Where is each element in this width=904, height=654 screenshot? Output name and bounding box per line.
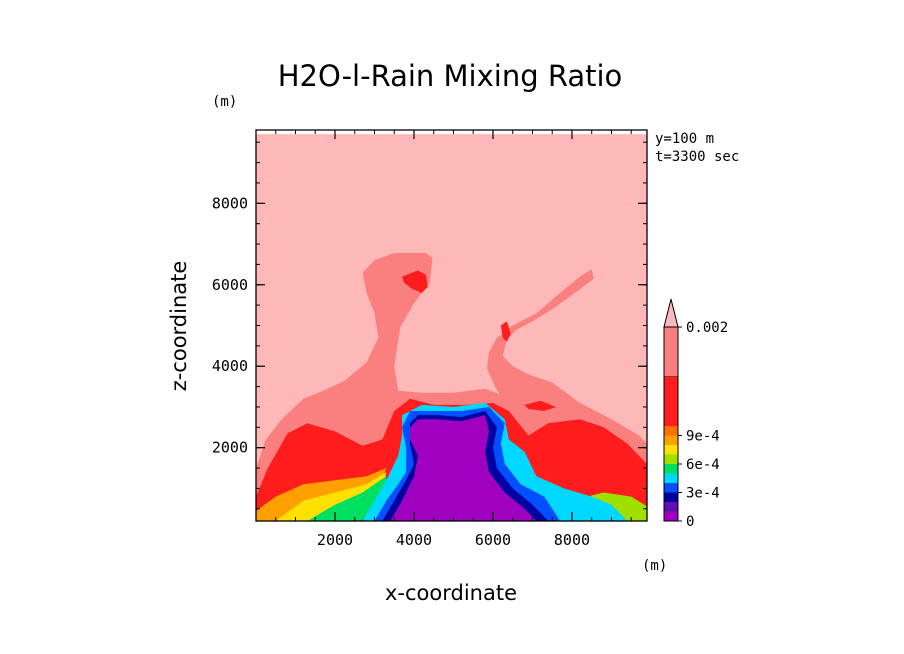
colorbar-label: 9e-4 [686, 429, 720, 445]
chart-title: H2O-l-Rain Mixing Ratio [278, 59, 623, 93]
colorbar-swatch-1 [664, 511, 678, 521]
contour-region-magenta [390, 415, 537, 521]
colorbar-swatch-12 [664, 327, 678, 377]
y-tick-label: 8000 [212, 194, 248, 212]
x-tick-label: 4000 [396, 531, 432, 549]
x-unit-label: (m) [642, 558, 667, 574]
contour-region-red-cell-3 [524, 400, 557, 411]
y-axis-label: z-coordinate [167, 261, 191, 392]
x-tick-label: 8000 [554, 531, 590, 549]
colorbar-swatch-3 [664, 492, 678, 502]
contour-region-red-cell-2 [500, 321, 511, 342]
colorbar-label: 0.002 [686, 320, 728, 336]
colorbar-label: 0 [686, 514, 694, 530]
colorbar-swatch-5 [664, 473, 678, 483]
colorbar-swatch-2 [664, 502, 678, 512]
colorbar-labels: 0.002 9e-4 6e-4 3e-4 0 [678, 320, 728, 530]
colorbar-label: 3e-4 [686, 486, 720, 502]
colorbar-swatch-10 [664, 426, 678, 436]
annotation-1: y=100 m [655, 131, 714, 147]
colorbar-frame [663, 326, 679, 522]
contour-region-red-cell-1 [402, 270, 428, 293]
contour-region-green [307, 476, 387, 521]
x-tick-label: 2000 [317, 531, 353, 549]
x-tick-label: 6000 [475, 531, 511, 549]
y-tick-label: 2000 [212, 439, 248, 457]
annotation-2: t=3300 sec [655, 149, 739, 165]
colorbar-swatch-9 [664, 435, 678, 445]
colorbar-label: 6e-4 [686, 457, 720, 473]
x-axis-label: x-coordinate [385, 581, 517, 605]
colorbar-swatch-7 [664, 454, 678, 464]
colorbar-swatch-8 [664, 445, 678, 455]
y-tick-label: 4000 [212, 357, 248, 375]
colorbar-swatch-4 [664, 483, 678, 493]
colorbar-swatch-11 [664, 376, 678, 426]
contour-field [256, 134, 647, 521]
colorbar [663, 298, 679, 522]
y-unit-label: (m) [212, 94, 237, 110]
colorbar-swatch-6 [664, 464, 678, 474]
y-tick-label: 6000 [212, 276, 248, 294]
